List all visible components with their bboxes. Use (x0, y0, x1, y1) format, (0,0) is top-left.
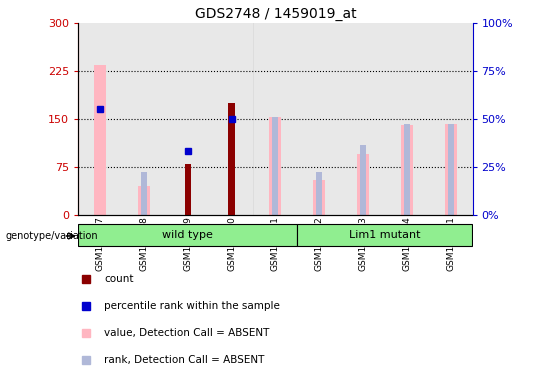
Bar (313, 180, 325, 215)
Bar (78, 224, 298, 247)
Bar (401, 126, 413, 215)
Bar (269, 117, 281, 215)
Text: wild type: wild type (163, 230, 213, 240)
Bar (210, 23, 253, 215)
Text: rank, Detection Call = ABSENT: rank, Detection Call = ABSENT (104, 356, 264, 366)
Bar (185, 164, 191, 215)
Bar (385, 23, 429, 215)
Text: genotype/variation: genotype/variation (5, 231, 98, 241)
Bar (444, 124, 457, 215)
Bar (360, 145, 366, 215)
Bar (94, 65, 106, 215)
Bar (316, 172, 322, 215)
Bar (122, 23, 166, 215)
Bar (298, 23, 341, 215)
Text: percentile rank within the sample: percentile rank within the sample (104, 301, 280, 311)
Text: value, Detection Call = ABSENT: value, Detection Call = ABSENT (104, 328, 269, 338)
Bar (78, 23, 122, 215)
Bar (429, 23, 472, 215)
Bar (357, 154, 369, 215)
Text: Lim1 mutant: Lim1 mutant (349, 230, 421, 240)
Title: GDS2748 / 1459019_at: GDS2748 / 1459019_at (194, 7, 356, 21)
Text: count: count (104, 275, 133, 285)
Bar (448, 124, 454, 215)
Bar (228, 103, 235, 215)
Bar (166, 23, 210, 215)
Bar (141, 172, 147, 215)
Bar (404, 124, 410, 215)
Bar (272, 117, 279, 215)
Bar (253, 23, 298, 215)
Bar (138, 186, 150, 215)
Bar (341, 23, 385, 215)
Bar (298, 224, 472, 247)
